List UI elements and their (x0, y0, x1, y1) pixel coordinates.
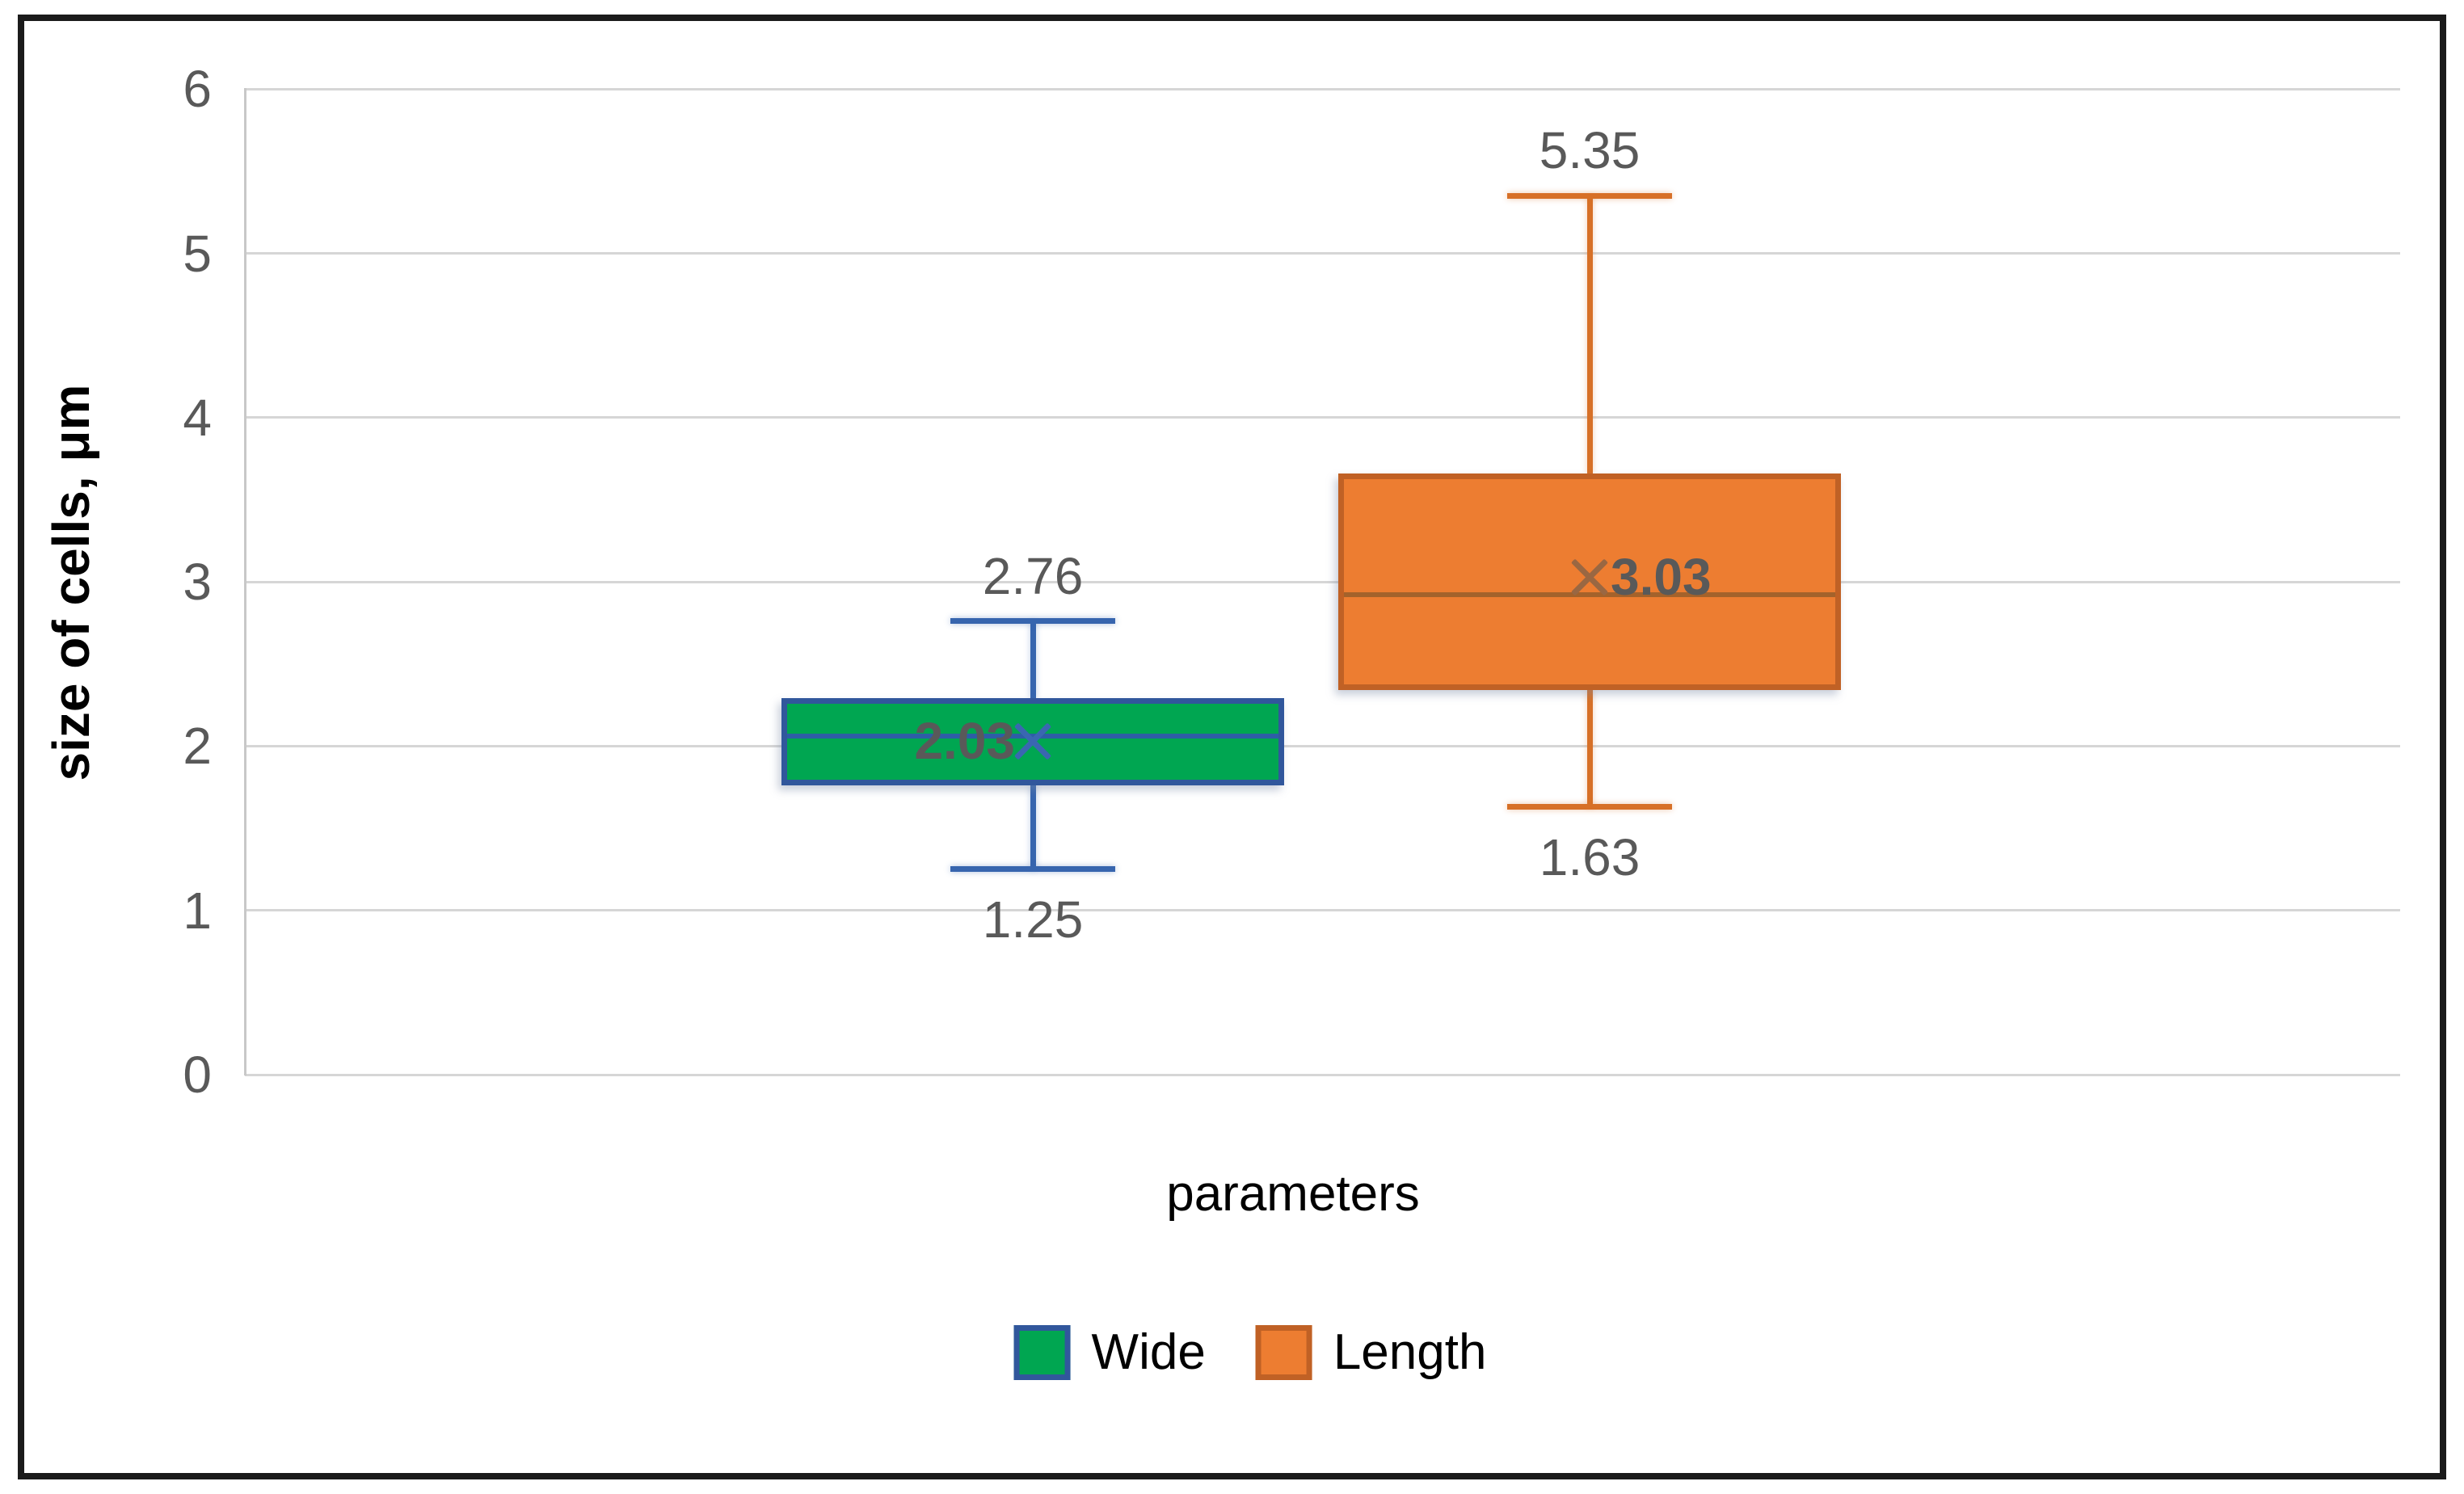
y-tick-label: 6 (183, 60, 212, 119)
whisker-upper-wide (1030, 621, 1036, 699)
mean-value-label-length: 3.03 (1611, 548, 1712, 606)
y-axis-line (243, 87, 246, 1076)
y-tick-label: 3 (183, 553, 212, 612)
y-tick-label: 1 (183, 881, 212, 940)
whisker-lower-length (1586, 690, 1593, 807)
legend: Wide Length (1013, 1324, 1487, 1382)
legend-item-length: Length (1255, 1324, 1487, 1382)
gridline (245, 744, 2400, 747)
whisker-lower-wide (1030, 785, 1036, 869)
y-tick-label: 5 (183, 224, 212, 283)
y-tick-label: 4 (183, 388, 212, 447)
legend-label-wide: Wide (1091, 1324, 1206, 1380)
max-value-label-length: 5.35 (1539, 121, 1641, 180)
legend-item-wide: Wide (1013, 1324, 1206, 1382)
whisker-cap-min-length (1507, 804, 1672, 810)
legend-swatch-length (1255, 1325, 1312, 1380)
whisker-upper-length (1586, 196, 1593, 473)
x-axis-title: parameters (1166, 1166, 1420, 1222)
min-value-label-length: 1.63 (1539, 827, 1641, 886)
gridline (245, 87, 2400, 90)
gridline (245, 252, 2400, 255)
mean-x-marker-wide (1009, 718, 1056, 764)
box-wide (781, 698, 1284, 786)
y-tick-label: 0 (183, 1046, 212, 1104)
median-line-length (1344, 592, 1835, 598)
min-value-label-wide: 1.25 (982, 890, 1084, 949)
legend-label-length: Length (1333, 1324, 1487, 1380)
gridline (245, 580, 2400, 583)
max-value-label-wide: 2.76 (982, 546, 1084, 605)
whisker-cap-max-length (1507, 192, 1672, 199)
gridline (245, 1073, 2400, 1076)
whisker-cap-max-wide (950, 618, 1115, 625)
gridline (245, 909, 2400, 912)
gridline (245, 416, 2400, 419)
legend-swatch-wide (1013, 1325, 1071, 1380)
y-tick-label: 2 (183, 717, 212, 776)
mean-value-label-wide: 2.03 (914, 712, 1015, 771)
mean-x-marker-length (1566, 553, 1613, 600)
whisker-cap-min-wide (950, 866, 1115, 873)
